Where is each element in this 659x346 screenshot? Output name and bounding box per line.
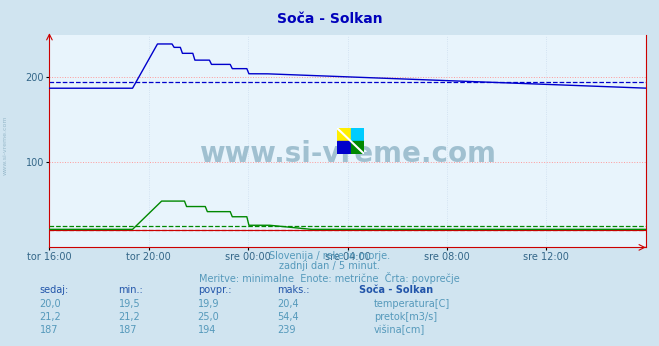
- Text: www.si-vreme.com: www.si-vreme.com: [3, 116, 8, 175]
- Bar: [351, 128, 364, 141]
- Text: sedaj:: sedaj:: [40, 285, 69, 295]
- Text: 187: 187: [40, 325, 58, 335]
- Text: 194: 194: [198, 325, 216, 335]
- Text: 21,2: 21,2: [40, 312, 61, 322]
- Text: 21,2: 21,2: [119, 312, 140, 322]
- Text: pretok[m3/s]: pretok[m3/s]: [374, 312, 437, 322]
- Text: temperatura[C]: temperatura[C]: [374, 299, 450, 309]
- Text: zadnji dan / 5 minut.: zadnji dan / 5 minut.: [279, 261, 380, 271]
- Text: www.si-vreme.com: www.si-vreme.com: [199, 140, 496, 168]
- Text: Slovenija / reke in morje.: Slovenija / reke in morje.: [269, 251, 390, 261]
- Bar: [337, 128, 351, 141]
- Text: 19,9: 19,9: [198, 299, 219, 309]
- Text: povpr.:: povpr.:: [198, 285, 231, 295]
- Text: 54,4: 54,4: [277, 312, 299, 322]
- Text: 19,5: 19,5: [119, 299, 140, 309]
- Text: Soča - Solkan: Soča - Solkan: [359, 285, 433, 295]
- Text: min.:: min.:: [119, 285, 144, 295]
- Text: 187: 187: [119, 325, 137, 335]
- Text: 239: 239: [277, 325, 295, 335]
- Text: 20,0: 20,0: [40, 299, 61, 309]
- Bar: [351, 141, 364, 154]
- Text: maks.:: maks.:: [277, 285, 309, 295]
- Text: višina[cm]: višina[cm]: [374, 325, 425, 335]
- Text: 25,0: 25,0: [198, 312, 219, 322]
- Text: 20,4: 20,4: [277, 299, 299, 309]
- Text: Meritve: minimalne  Enote: metrične  Črta: povprečje: Meritve: minimalne Enote: metrične Črta:…: [199, 272, 460, 284]
- Bar: [337, 141, 351, 154]
- Text: Soča - Solkan: Soča - Solkan: [277, 12, 382, 26]
